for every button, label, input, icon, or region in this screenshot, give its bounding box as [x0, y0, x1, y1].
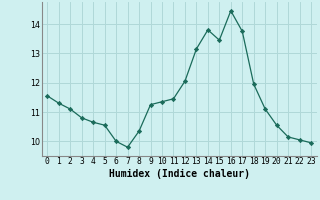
X-axis label: Humidex (Indice chaleur): Humidex (Indice chaleur) [109, 169, 250, 179]
